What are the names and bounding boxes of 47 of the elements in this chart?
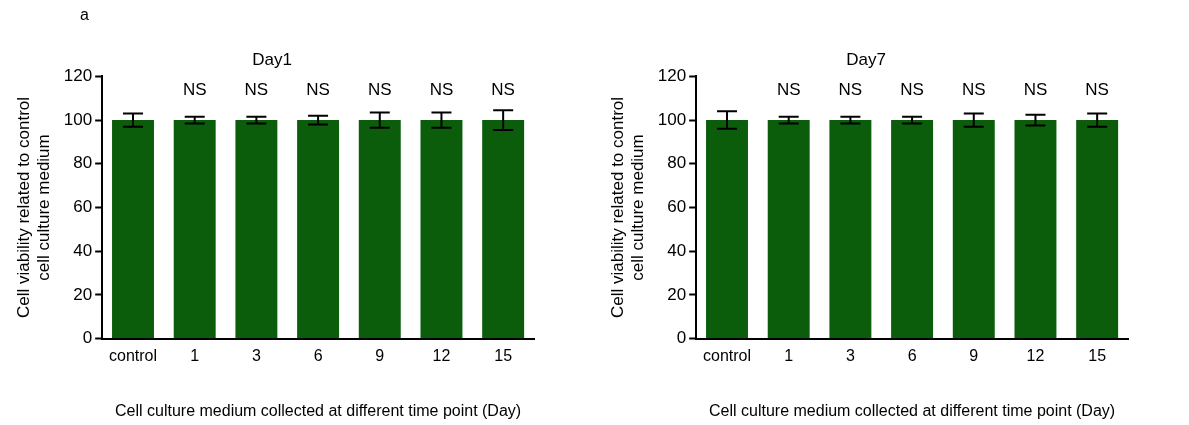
x-tick-label: control bbox=[108, 346, 158, 364]
x-tick-label: 6 bbox=[907, 346, 917, 364]
y-tick-label: 80 bbox=[73, 153, 93, 173]
x-tick-label: 15 bbox=[1088, 346, 1107, 364]
y-tick-label: 60 bbox=[667, 197, 687, 217]
text: a bbox=[80, 6, 89, 24]
x-tick-label: 12 bbox=[1026, 346, 1045, 364]
annotation: NS bbox=[244, 79, 269, 99]
annotation: NS bbox=[182, 79, 207, 99]
y-tick-label: 120 bbox=[657, 66, 687, 86]
y-tick-label: 80 bbox=[667, 153, 687, 173]
y-tick-label: 0 bbox=[82, 328, 93, 348]
x-tick-label: 1 bbox=[190, 346, 200, 364]
y-tick-label: 60 bbox=[73, 197, 93, 217]
y-axis-title: Cell viability related to control cell culture medium bbox=[13, 96, 54, 319]
annotation: NS bbox=[491, 79, 515, 99]
x-tick-label: 15 bbox=[494, 346, 513, 364]
x-tick-label: 9 bbox=[969, 346, 979, 364]
x-axis-title: Cell culture medium collected at different time point (Day) bbox=[709, 401, 1116, 419]
chart-title: Day7 bbox=[846, 49, 886, 69]
annotation: NS bbox=[429, 79, 454, 99]
y-tick-label: 20 bbox=[667, 284, 687, 304]
annotation: NS bbox=[1085, 79, 1109, 99]
x-tick-label: 6 bbox=[313, 346, 323, 364]
x-tick-label: 12 bbox=[432, 346, 451, 364]
annotation: NS bbox=[900, 79, 924, 99]
y-axis-title: Cell viability related to control cell culture medium bbox=[607, 96, 648, 319]
annotation: NS bbox=[838, 79, 863, 99]
y-tick-label: 100 bbox=[63, 109, 93, 129]
annotation: NS bbox=[776, 79, 801, 99]
y-tick-label: 40 bbox=[73, 240, 93, 260]
x-axis-title: Cell culture medium collected at different time point (Day) bbox=[115, 401, 522, 419]
annotation: NS bbox=[367, 79, 392, 99]
x-tick-label: 3 bbox=[845, 346, 855, 364]
x-tick-label: 1 bbox=[784, 346, 794, 364]
y-tick-label: 100 bbox=[657, 109, 687, 129]
y-tick-label: 20 bbox=[73, 284, 93, 304]
annotation: NS bbox=[961, 79, 986, 99]
y-tick-label: 40 bbox=[667, 240, 687, 260]
x-tick-label: 3 bbox=[251, 346, 261, 364]
y-tick-label: 120 bbox=[63, 66, 93, 86]
annotation: NS bbox=[1023, 79, 1048, 99]
x-tick-label: control bbox=[702, 346, 752, 364]
y-tick-label: 0 bbox=[676, 328, 687, 348]
chart-title: Day1 bbox=[252, 49, 292, 69]
annotation: NS bbox=[306, 79, 330, 99]
x-tick-label: 9 bbox=[375, 346, 385, 364]
